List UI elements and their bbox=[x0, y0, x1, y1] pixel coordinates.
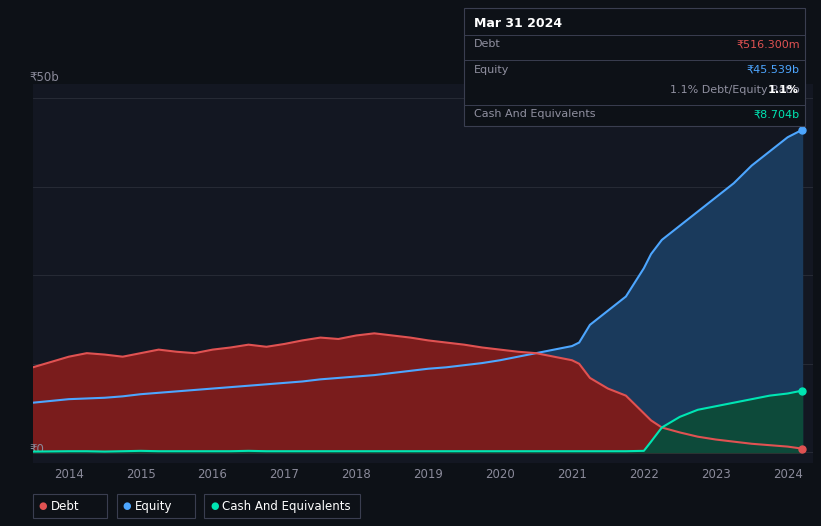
Text: Equity: Equity bbox=[135, 500, 172, 512]
Text: 1.1%: 1.1% bbox=[768, 85, 799, 95]
Text: Equity: Equity bbox=[474, 65, 509, 75]
Text: Debt: Debt bbox=[474, 39, 501, 49]
Text: 1.1% Debt/Equity Ratio: 1.1% Debt/Equity Ratio bbox=[670, 85, 800, 95]
Text: Debt: Debt bbox=[51, 500, 80, 512]
Text: ₹516.300m: ₹516.300m bbox=[736, 39, 800, 49]
Text: ●: ● bbox=[210, 501, 218, 511]
Text: ₹50b: ₹50b bbox=[29, 71, 58, 84]
Text: ₹45.539b: ₹45.539b bbox=[746, 65, 800, 75]
Text: Cash And Equivalents: Cash And Equivalents bbox=[222, 500, 351, 512]
Point bbox=[796, 126, 809, 134]
Point bbox=[796, 444, 809, 453]
Text: ●: ● bbox=[122, 501, 131, 511]
Text: Cash And Equivalents: Cash And Equivalents bbox=[474, 109, 595, 119]
Text: ₹8.704b: ₹8.704b bbox=[754, 109, 800, 119]
Text: Mar 31 2024: Mar 31 2024 bbox=[474, 17, 562, 31]
Text: ●: ● bbox=[39, 501, 47, 511]
Point bbox=[796, 387, 809, 395]
Text: ₹0: ₹0 bbox=[29, 443, 44, 456]
